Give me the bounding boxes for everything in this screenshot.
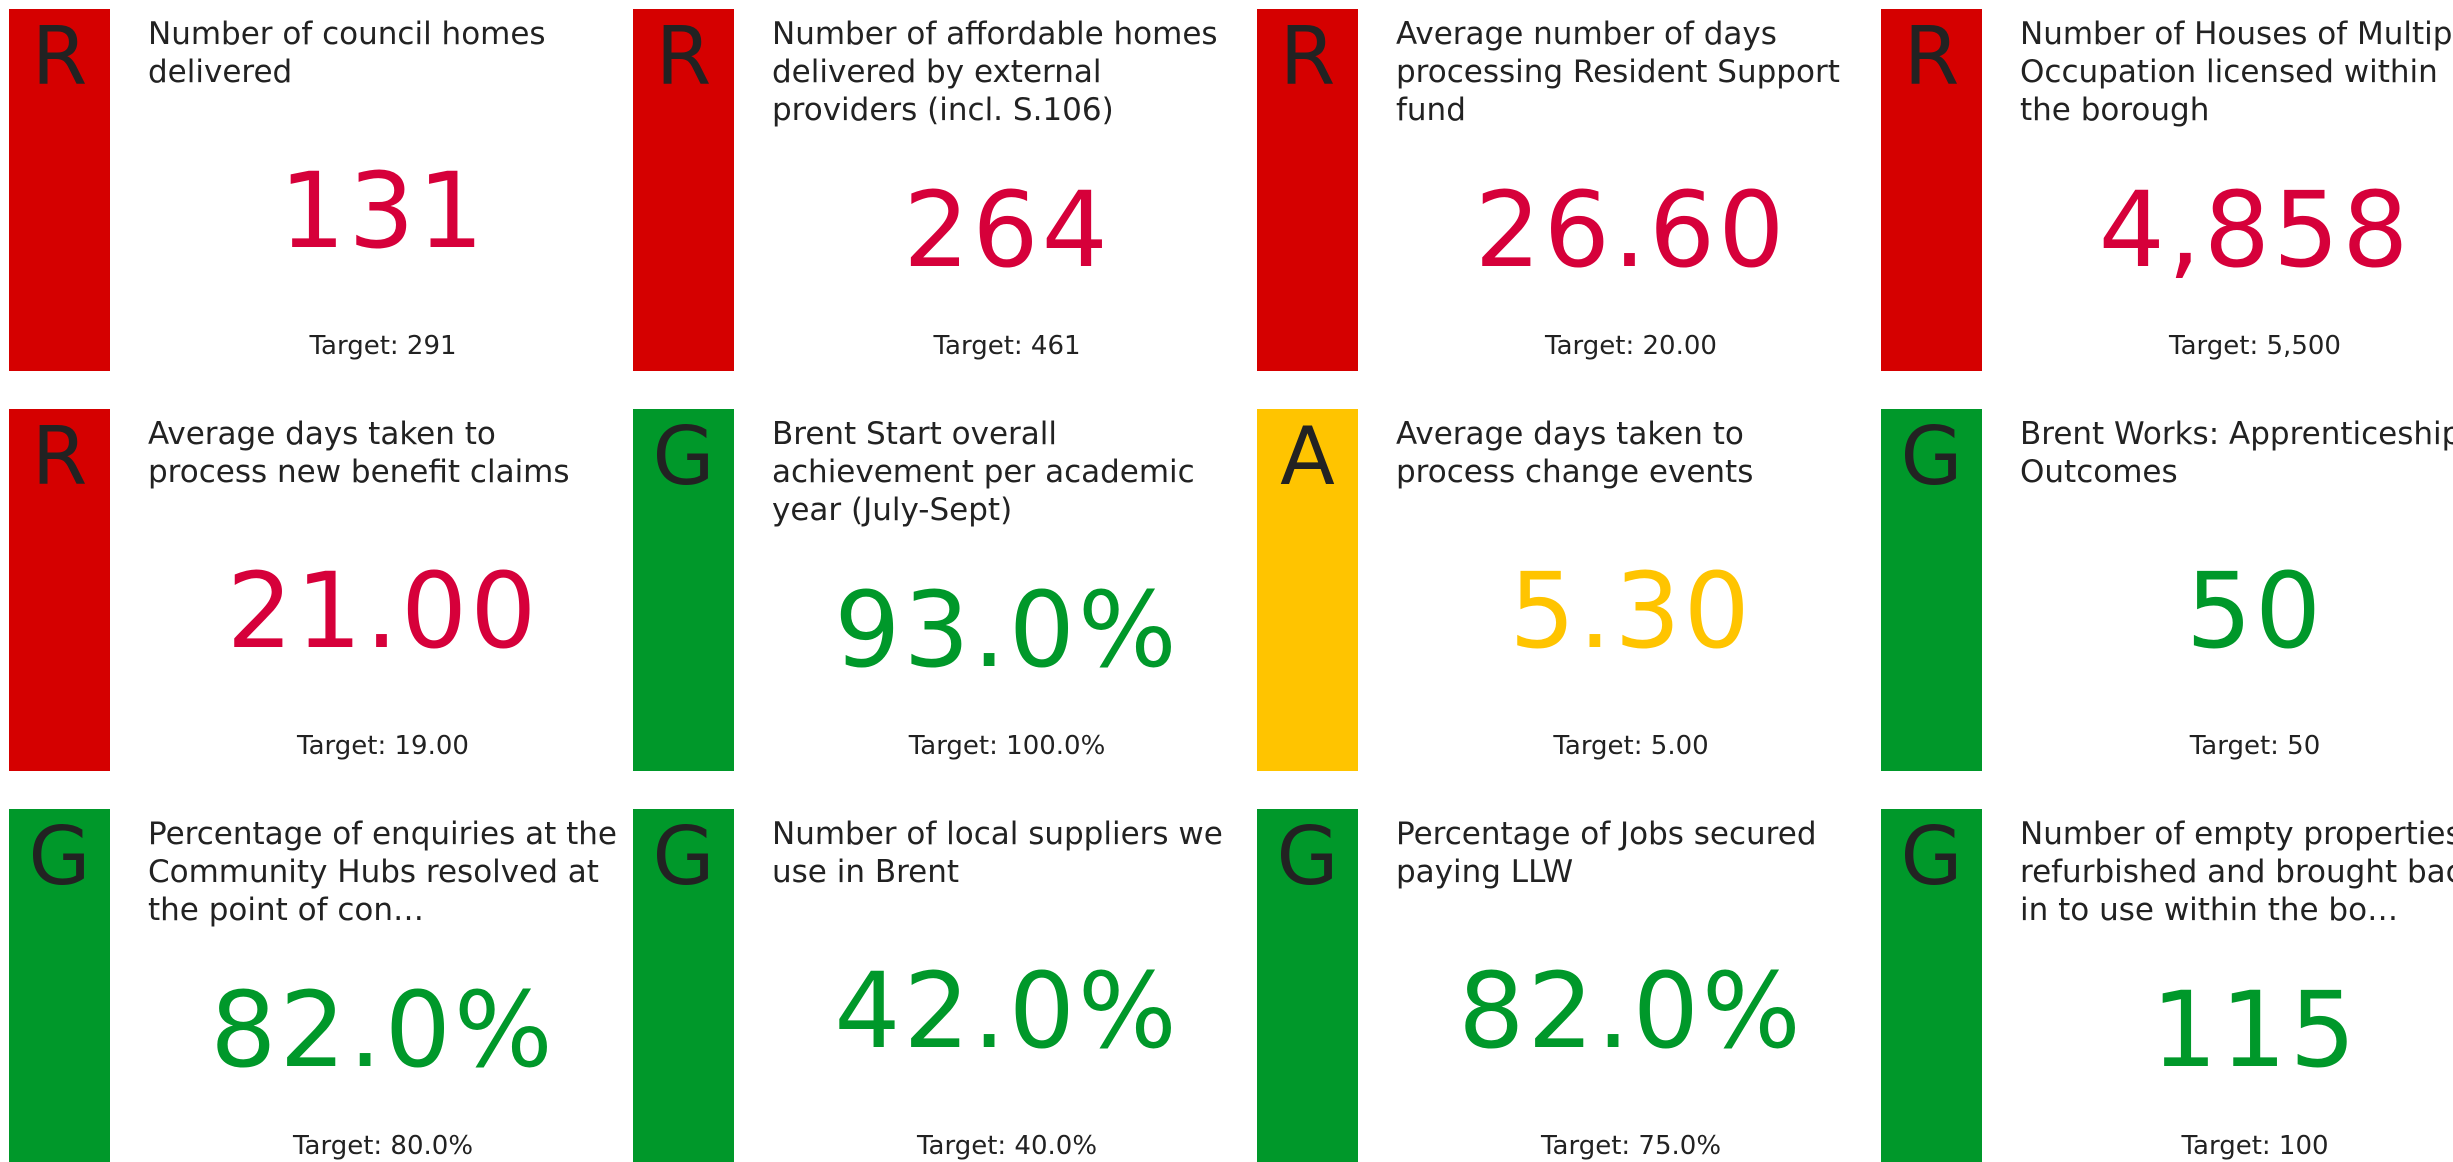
kpi-card: A Average days taken to process change ev… (1257, 409, 1871, 771)
kpi-title: Percentage of Jobs secured paying LLW (1396, 816, 1817, 890)
status-letter: R (31, 10, 88, 103)
kpi-target: Target: 19.00 (297, 731, 469, 761)
kpi-title: Number of empty properties refurbished a… (2020, 816, 2453, 928)
kpi-target: Target: 5.00 (1553, 731, 1709, 761)
kpi-target: Target: 80.0% (292, 1131, 474, 1161)
card-body: Average number of days processing Reside… (1396, 15, 1866, 371)
kpi-card: R Number of Houses of Multiple Occupation… (1881, 9, 2453, 371)
status-bar (633, 9, 734, 371)
kpi-card: G Number of empty properties refurbished … (1881, 809, 2453, 1162)
status-bar (9, 409, 110, 771)
status-bar (1257, 809, 1358, 1162)
kpi-value: 82.0% (1458, 950, 1804, 1072)
status-bar (1881, 409, 1982, 771)
card-body: Brent Start overall achievement per acad… (772, 415, 1242, 771)
kpi-value: 264 (903, 169, 1111, 291)
kpi-title: Percentage of enquiries at the Community… (148, 816, 617, 928)
card-body: Average days taken to process new benefi… (148, 415, 618, 771)
kpi-card: G Brent Works: Apprenticeship Outcomes 50 T… (1881, 409, 2453, 771)
kpi-value: 42.0% (834, 950, 1180, 1072)
kpi-target: Target: 20.00 (1545, 331, 1717, 361)
kpi-title: Brent Start overall achievement per acad… (772, 416, 1195, 528)
kpi-target: Target: 75.0% (1540, 1131, 1722, 1161)
status-letter: G (28, 810, 91, 903)
status-letter: G (1900, 810, 1963, 903)
status-letter: R (1279, 10, 1336, 103)
kpi-title: Average days taken to process change eve… (1396, 416, 1754, 490)
status-letter: G (1900, 410, 1963, 503)
kpi-card: G Brent Start overall achievement per aca… (633, 409, 1247, 771)
kpi-value: 82.0% (210, 969, 556, 1091)
kpi-value: 131 (279, 150, 487, 272)
kpi-target: Target: 5,500 (2169, 331, 2341, 361)
card-body: Number of affordable homes delivered by … (772, 15, 1242, 371)
kpi-title: Brent Works: Apprenticeship Outcomes (2020, 416, 2453, 490)
status-bar (633, 409, 734, 771)
kpi-target: Target: 461 (933, 331, 1081, 361)
status-letter: R (655, 10, 712, 103)
card-body: Number of empty properties refurbished a… (2020, 815, 2453, 1162)
kpi-title: Number of affordable homes delivered by … (772, 16, 1218, 128)
kpi-title: Number of Houses of Multiple Occupation … (2020, 16, 2453, 128)
kpi-target: Target: 291 (309, 331, 457, 361)
kpi-card: R Average days taken to process new benef… (9, 409, 623, 771)
kpi-title: Number of local suppliers we use in Bren… (772, 816, 1223, 890)
kpi-value: 50 (2185, 550, 2325, 672)
kpi-value: 115 (2151, 969, 2359, 1091)
status-bar (1881, 809, 1982, 1162)
status-letter: G (652, 810, 715, 903)
status-letter: A (1280, 410, 1335, 503)
kpi-card: R Average number of days processing Resid… (1257, 9, 1871, 371)
card-body: Number of Houses of Multiple Occupation … (2020, 15, 2453, 371)
card-body: Number of council homes delivered 131 Targ… (148, 15, 618, 371)
status-bar (1881, 9, 1982, 371)
kpi-value: 21.00 (226, 550, 540, 672)
status-letter: G (652, 410, 715, 503)
kpi-target: Target: 50 (2189, 731, 2321, 761)
status-bar (9, 9, 110, 371)
kpi-target: Target: 40.0% (916, 1131, 1098, 1161)
kpi-title: Average days taken to process new benefi… (148, 416, 570, 490)
kpi-target: Target: 100 (2181, 1131, 2329, 1161)
status-bar (9, 809, 110, 1162)
status-letter: G (1276, 810, 1339, 903)
status-bar (1257, 9, 1358, 371)
kpi-card: G Percentage of enquiries at the Communit… (9, 809, 623, 1162)
status-letter: R (31, 410, 88, 503)
status-bar (1257, 409, 1358, 771)
kpi-value: 4,858 (2098, 169, 2412, 291)
kpi-card: R Number of council homes delivered 131 Tar… (9, 9, 623, 371)
kpi-value: 93.0% (834, 569, 1180, 691)
card-body: Percentage of Jobs secured paying LLW 82.… (1396, 815, 1866, 1162)
status-letter: R (1903, 10, 1960, 103)
kpi-value: 26.60 (1474, 169, 1788, 291)
card-body: Percentage of enquiries at the Community… (148, 815, 618, 1162)
kpi-title: Average number of days processing Reside… (1396, 16, 1840, 128)
kpi-card: G Percentage of Jobs secured paying LLW 82… (1257, 809, 1871, 1162)
kpi-card: G Number of local suppliers we use in Bre… (633, 809, 1247, 1162)
kpi-target: Target: 100.0% (908, 731, 1106, 761)
status-bar (633, 809, 734, 1162)
card-body: Brent Works: Apprenticeship Outcomes 50 Ta… (2020, 415, 2453, 771)
kpi-value: 5.30 (1509, 550, 1753, 672)
card-body: Average days taken to process change eve… (1396, 415, 1866, 771)
kpi-card: R Number of affordable homes delivered by… (633, 9, 1247, 371)
card-body: Number of local suppliers we use in Bren… (772, 815, 1242, 1162)
kpi-title: Number of council homes delivered (148, 16, 546, 90)
